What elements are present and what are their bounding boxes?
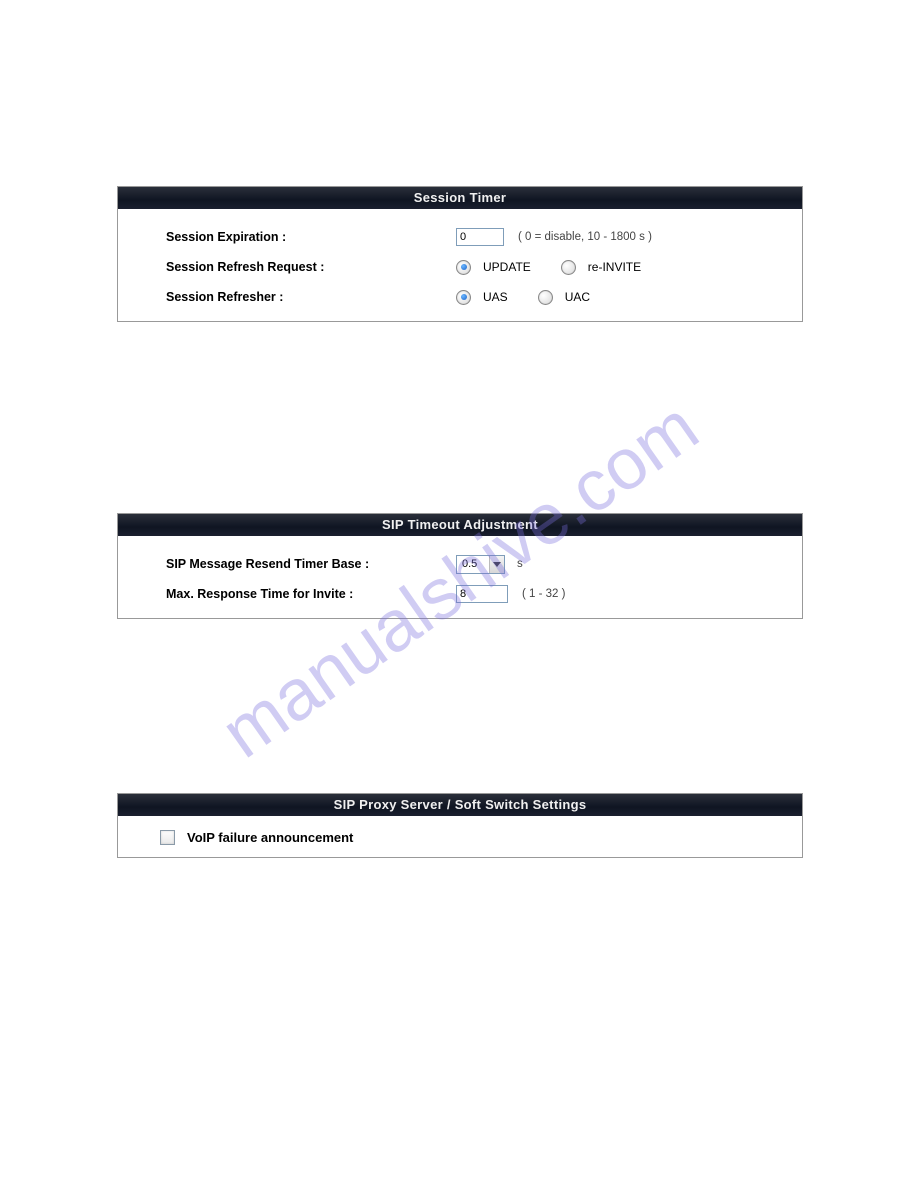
refresh-request-reinvite-radio[interactable] bbox=[561, 260, 576, 275]
sip-proxy-body: VoIP failure announcement bbox=[118, 816, 802, 857]
session-timer-body: Session Expiration : ( 0 = disable, 10 -… bbox=[118, 209, 802, 321]
session-refresh-request-row: Session Refresh Request : UPDATE re-INVI… bbox=[166, 257, 754, 277]
session-refresh-request-label: Session Refresh Request : bbox=[166, 260, 456, 274]
max-response-label: Max. Response Time for Invite : bbox=[166, 587, 456, 601]
refresher-uac-radio[interactable] bbox=[538, 290, 553, 305]
refresher-uas-label: UAS bbox=[483, 290, 508, 304]
sip-timeout-panel: SIP Timeout Adjustment SIP Message Resen… bbox=[117, 513, 803, 619]
session-expiration-hint: ( 0 = disable, 10 - 1800 s ) bbox=[518, 231, 652, 243]
resend-timer-base-label: SIP Message Resend Timer Base : bbox=[166, 557, 456, 571]
sip-timeout-header: SIP Timeout Adjustment bbox=[118, 514, 802, 536]
resend-timer-base-row: SIP Message Resend Timer Base : 0.5 s bbox=[166, 554, 754, 574]
session-expiration-label: Session Expiration : bbox=[166, 230, 456, 244]
refresh-request-update-radio[interactable] bbox=[456, 260, 471, 275]
refresher-uas-radio[interactable] bbox=[456, 290, 471, 305]
refresher-uac-label: UAC bbox=[565, 290, 590, 304]
resend-timer-base-select[interactable]: 0.5 bbox=[456, 555, 505, 574]
max-response-hint: ( 1 - 32 ) bbox=[522, 588, 565, 600]
session-refresher-label: Session Refresher : bbox=[166, 290, 456, 304]
sip-proxy-header: SIP Proxy Server / Soft Switch Settings bbox=[118, 794, 802, 816]
max-response-row: Max. Response Time for Invite : ( 1 - 32… bbox=[166, 584, 754, 604]
session-expiration-row: Session Expiration : ( 0 = disable, 10 -… bbox=[166, 227, 754, 247]
session-timer-header: Session Timer bbox=[118, 187, 802, 209]
sip-proxy-panel: SIP Proxy Server / Soft Switch Settings … bbox=[117, 793, 803, 858]
voip-failure-label: VoIP failure announcement bbox=[187, 830, 353, 845]
session-timer-panel: Session Timer Session Expiration : ( 0 =… bbox=[117, 186, 803, 322]
session-refresher-row: Session Refresher : UAS UAC bbox=[166, 287, 754, 307]
refresh-request-reinvite-label: re-INVITE bbox=[588, 260, 641, 274]
resend-timer-base-unit: s bbox=[517, 558, 523, 570]
refresh-request-update-label: UPDATE bbox=[483, 260, 531, 274]
voip-failure-checkbox[interactable] bbox=[160, 830, 175, 845]
sip-timeout-body: SIP Message Resend Timer Base : 0.5 s Ma… bbox=[118, 536, 802, 618]
session-expiration-input[interactable] bbox=[456, 228, 504, 246]
max-response-input[interactable] bbox=[456, 585, 508, 603]
chevron-down-icon bbox=[489, 556, 504, 573]
resend-timer-base-value: 0.5 bbox=[457, 558, 489, 570]
